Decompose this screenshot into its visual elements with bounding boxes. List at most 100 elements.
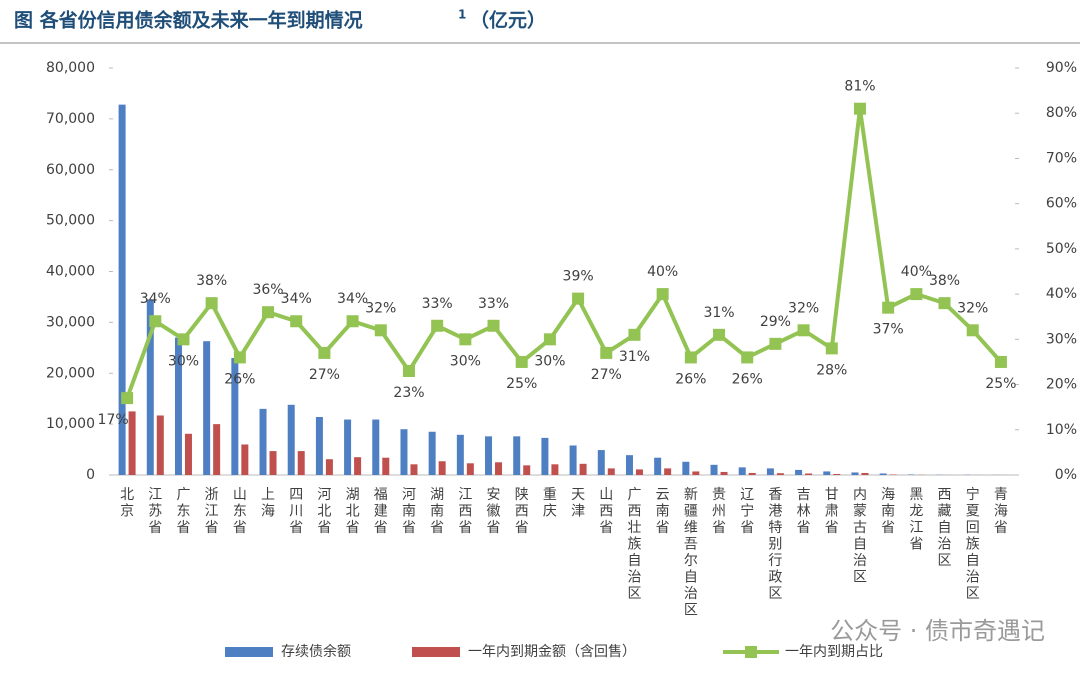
bar — [607, 468, 615, 475]
line-marker — [825, 342, 838, 355]
value-label: 33% — [422, 296, 453, 312]
x-tick-label: 北京 — [120, 487, 134, 520]
bar — [579, 463, 587, 475]
line-marker — [853, 102, 866, 115]
line-marker — [262, 306, 275, 319]
y-tick-label: 60,000 — [46, 162, 95, 178]
bar — [410, 464, 418, 475]
x-tick-label: 青海省 — [994, 487, 1008, 536]
value-label: 26% — [675, 371, 706, 387]
bar — [344, 419, 352, 475]
bar — [495, 462, 503, 475]
value-label: 27% — [309, 367, 340, 383]
bar — [354, 457, 362, 475]
x-tick-label: 河南省 — [402, 487, 416, 536]
x-tick-label: 江苏省 — [148, 487, 162, 536]
line-marker — [177, 333, 190, 346]
line-marker — [346, 315, 359, 328]
line-marker — [910, 288, 923, 301]
bar — [523, 465, 531, 475]
value-label: 36% — [252, 282, 283, 298]
x-tick-label: 江西省 — [458, 487, 472, 536]
bar — [907, 474, 915, 475]
bar — [889, 474, 897, 475]
value-label: 32% — [365, 300, 396, 316]
x-tick-label: 重庆 — [543, 487, 557, 520]
legend-swatch — [412, 647, 460, 657]
bar — [569, 445, 577, 475]
bar — [174, 337, 182, 475]
value-label: 39% — [563, 269, 594, 285]
value-label: 29% — [760, 314, 791, 330]
bar — [456, 434, 464, 475]
value-label: 33% — [478, 296, 509, 312]
value-label: 25% — [985, 376, 1016, 392]
bar — [635, 469, 643, 475]
bar — [823, 471, 831, 475]
x-tick-label: 云南省 — [656, 487, 670, 536]
y-tick-label: 30,000 — [46, 314, 95, 330]
bar — [485, 436, 493, 475]
bar — [664, 468, 672, 475]
y2-tick-label: 90% — [1046, 60, 1077, 76]
line-marker — [233, 351, 246, 364]
bar — [241, 444, 249, 475]
y2-tick-label: 50% — [1046, 241, 1077, 257]
bar — [551, 464, 559, 475]
bar — [203, 341, 211, 475]
x-tick-label: 河北省 — [317, 487, 331, 536]
legend-label: 存续债余额 — [281, 643, 351, 660]
watermark: 公众号 · 债市奇遇记 — [830, 617, 1045, 645]
bar — [541, 437, 549, 475]
value-label: 23% — [393, 385, 424, 401]
line-marker — [431, 319, 444, 332]
y2-tick-label: 30% — [1046, 331, 1077, 347]
value-label: 38% — [196, 273, 227, 289]
bar — [372, 419, 380, 475]
bar — [861, 472, 869, 475]
line-marker — [600, 346, 613, 359]
bar — [146, 299, 154, 475]
x-tick-label: 西藏自治区 — [938, 487, 952, 569]
bar — [315, 417, 323, 475]
line-marker — [318, 346, 331, 359]
line-marker — [459, 333, 472, 346]
bar — [297, 451, 305, 475]
line-marker — [572, 292, 585, 305]
line-marker — [149, 315, 162, 328]
x-tick-label: 上海 — [261, 487, 275, 520]
chart-title: 图 各省份信用债余额及未来一年到期情况 — [14, 9, 363, 32]
line-marker — [543, 333, 556, 346]
bar — [805, 473, 813, 475]
bar — [325, 459, 333, 475]
value-label: 31% — [619, 349, 650, 365]
value-label: 30% — [450, 353, 481, 369]
y2-tick-label: 80% — [1046, 105, 1077, 121]
bar — [382, 457, 390, 475]
value-label: 26% — [732, 371, 763, 387]
bar — [879, 473, 887, 475]
line-marker — [994, 355, 1007, 368]
line-marker — [882, 301, 895, 314]
bar — [269, 451, 277, 475]
legend-swatch — [745, 646, 757, 658]
line-marker — [769, 337, 782, 350]
x-tick-label: 甘肃省 — [825, 487, 839, 536]
x-tick-label: 广西壮族自治区 — [627, 487, 641, 602]
line-marker — [628, 328, 641, 341]
x-tick-label: 新疆维吾尔自治区 — [684, 487, 698, 619]
x-tick-label: 黑龙江省 — [909, 487, 923, 553]
line-marker — [374, 324, 387, 337]
value-label: 17% — [98, 412, 129, 428]
value-label: 30% — [534, 353, 565, 369]
y-tick-label: 40,000 — [46, 264, 95, 280]
value-label: 37% — [873, 322, 904, 338]
line-marker — [487, 319, 500, 332]
bar — [400, 429, 408, 475]
x-tick-label: 贵州省 — [712, 487, 726, 536]
x-tick-label: 安徽省 — [487, 487, 501, 536]
bar — [851, 472, 859, 475]
line-marker — [797, 324, 810, 337]
line-marker — [205, 297, 218, 310]
